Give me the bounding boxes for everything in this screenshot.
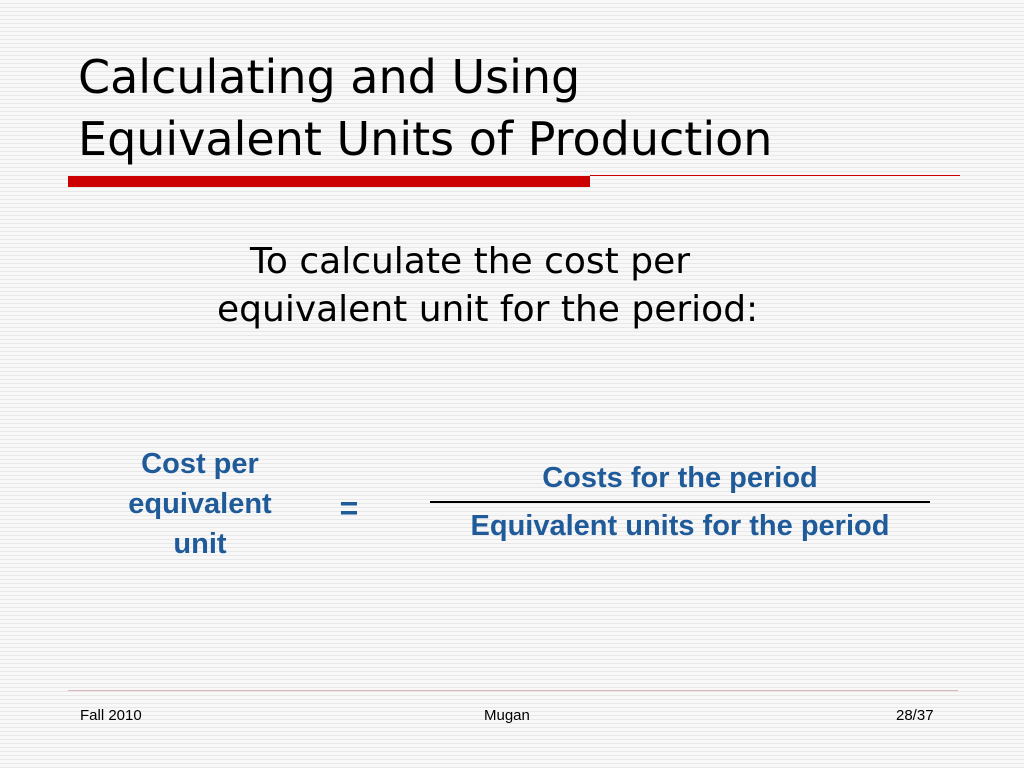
formula-left-side: Cost per equivalent unit (100, 444, 300, 564)
slide-title: Calculating and Using Equivalent Units o… (78, 46, 958, 170)
footer-date: Fall 2010 (80, 707, 142, 724)
formula-lhs-line-3: unit (173, 528, 227, 560)
formula-lhs-line-1: Cost per (141, 448, 259, 480)
formula-lhs-line-2: equivalent (128, 488, 272, 520)
title-underline-thick (68, 176, 590, 187)
footer-author: Mugan (484, 707, 530, 724)
intro-line-2: equivalent unit for the period: (217, 289, 759, 330)
formula-numerator: Costs for the period (542, 462, 818, 494)
formula-denominator: Equivalent units for the period (470, 510, 890, 542)
formula-fraction: Costs for the period Equivalent units fo… (430, 458, 930, 546)
footer-page-number: 28/37 (896, 707, 934, 724)
slide-title-line-1: Calculating and Using (78, 50, 581, 104)
fraction-bar (430, 501, 930, 503)
intro-line-1: To calculate the cost per (250, 241, 691, 282)
title-underline-thin (590, 175, 960, 176)
intro-text: To calculate the cost per equivalent uni… (140, 238, 900, 334)
formula-equals-sign: = (339, 490, 359, 526)
footer-divider (68, 690, 958, 691)
slide-title-line-2: Equivalent Units of Production (78, 112, 773, 166)
